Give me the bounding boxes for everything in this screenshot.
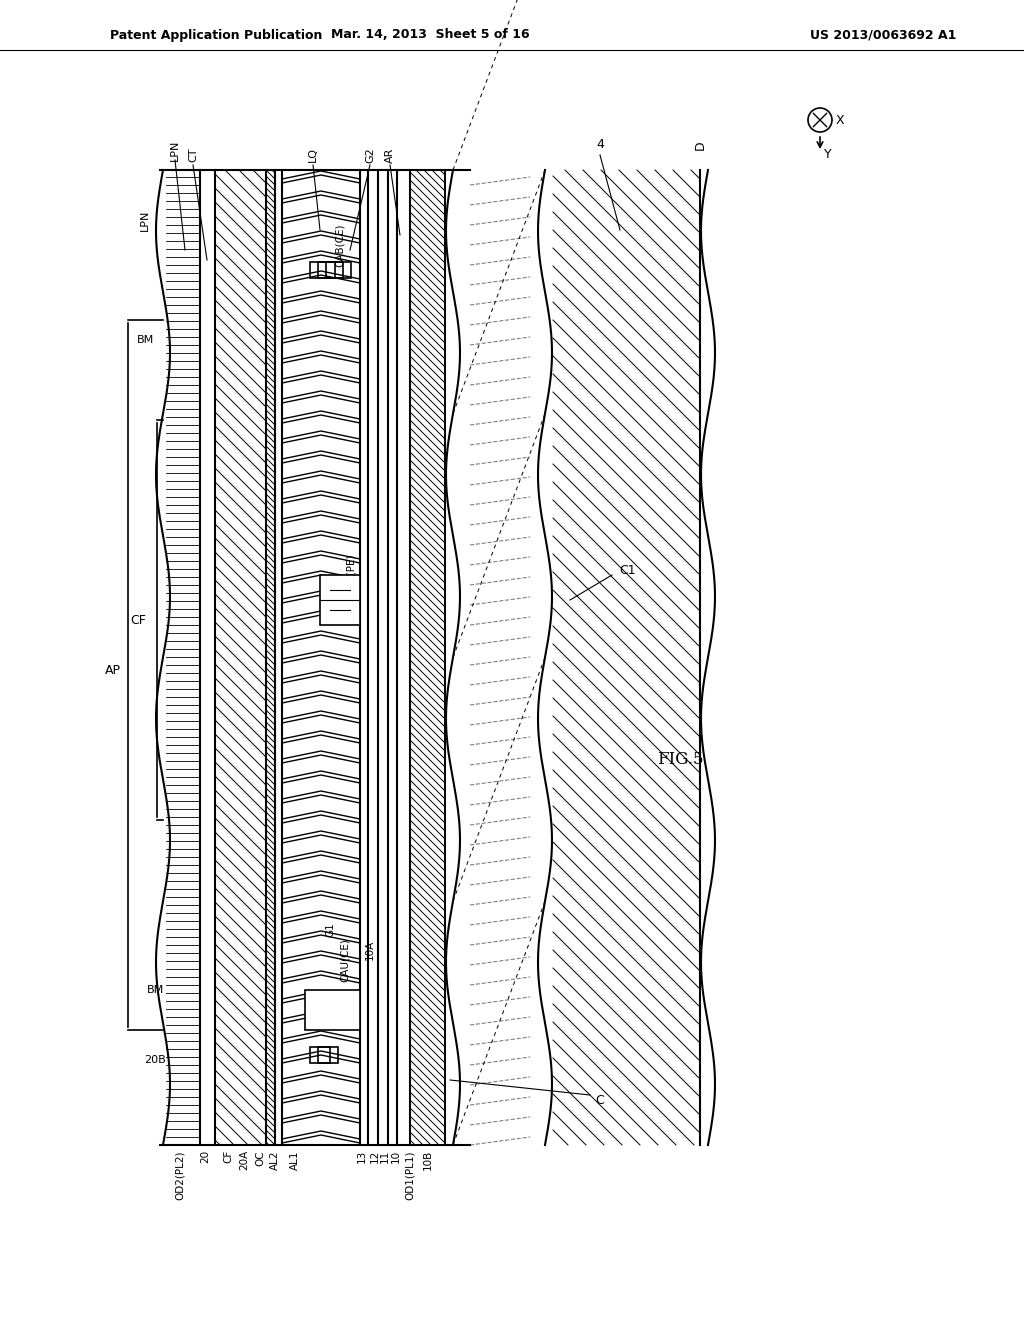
Text: 20A: 20A (239, 1150, 249, 1171)
Text: CF: CF (223, 1150, 233, 1163)
Text: Mar. 14, 2013  Sheet 5 of 16: Mar. 14, 2013 Sheet 5 of 16 (331, 29, 529, 41)
Text: Patent Application Publication: Patent Application Publication (110, 29, 323, 41)
Bar (215, 170, 266, 1144)
Text: 4: 4 (596, 139, 604, 152)
Text: AL1: AL1 (290, 1150, 300, 1170)
Bar (266, 170, 275, 1144)
Text: G2: G2 (365, 147, 375, 162)
Bar (553, 170, 700, 1144)
Text: 13: 13 (357, 1150, 367, 1163)
Text: OC: OC (255, 1150, 265, 1166)
Text: C1: C1 (620, 564, 636, 577)
Text: 10B: 10B (423, 1150, 433, 1171)
Text: 20B: 20B (144, 1055, 166, 1065)
Text: G1: G1 (325, 923, 335, 937)
Text: OD2(PL2): OD2(PL2) (175, 1150, 185, 1200)
Bar (100, 150, 880, 1166)
Bar (305, 990, 360, 1030)
Text: C: C (596, 1093, 604, 1106)
Text: X: X (836, 114, 845, 127)
Text: AL2: AL2 (270, 1150, 280, 1170)
Bar (310, 261, 335, 279)
Text: US 2013/0063692 A1: US 2013/0063692 A1 (810, 29, 956, 41)
Bar (326, 261, 351, 279)
Bar (318, 261, 343, 279)
Text: LQ: LQ (308, 148, 318, 162)
Text: OD1(PL1): OD1(PL1) (406, 1150, 415, 1200)
Bar (410, 170, 445, 1144)
Text: CAU(CE): CAU(CE) (340, 939, 350, 982)
Text: 10A: 10A (365, 940, 375, 960)
Text: LPN: LPN (170, 140, 180, 161)
Text: PA(PE): PA(PE) (345, 553, 355, 587)
Text: D: D (693, 140, 707, 149)
Text: CT: CT (188, 148, 198, 162)
Text: CF: CF (130, 614, 146, 627)
Text: LPN: LPN (140, 210, 150, 231)
Bar (310, 1047, 330, 1063)
Text: 12: 12 (370, 1150, 380, 1163)
Text: 10: 10 (391, 1150, 401, 1163)
Bar (319, 576, 360, 624)
Text: AP: AP (105, 664, 121, 676)
Text: BM: BM (136, 335, 154, 345)
Text: BM: BM (146, 985, 164, 995)
Text: Y: Y (824, 148, 831, 161)
Text: AR: AR (385, 148, 395, 162)
Text: 11: 11 (380, 1150, 390, 1163)
Bar (318, 1047, 338, 1063)
Text: FIG.5: FIG.5 (656, 751, 703, 768)
Text: 20: 20 (200, 1150, 210, 1163)
Text: CAB(CE): CAB(CE) (335, 223, 345, 267)
